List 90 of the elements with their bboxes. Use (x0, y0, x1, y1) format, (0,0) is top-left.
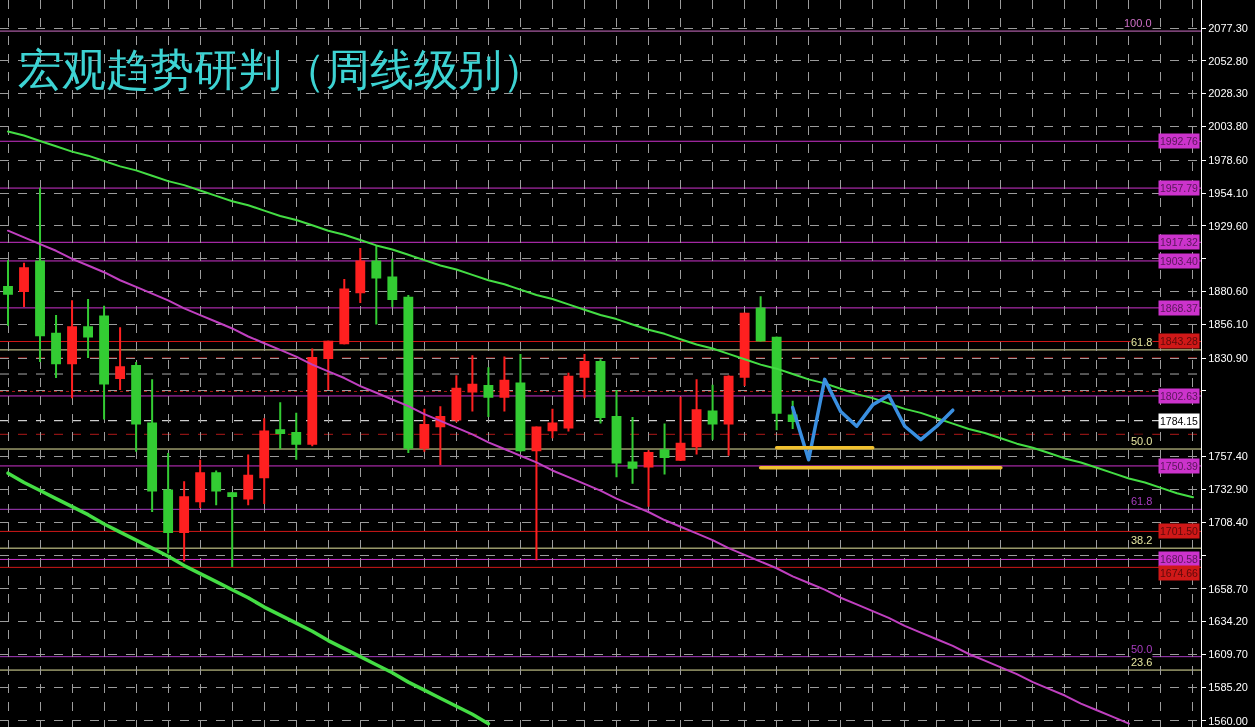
ref-line-label: 1868.37 (1160, 302, 1199, 314)
candlestick (339, 277, 350, 346)
candlestick (131, 360, 142, 453)
candlestick (195, 458, 206, 509)
annotation: 50.0 (1131, 643, 1153, 655)
candlestick (483, 366, 494, 418)
candlestick (211, 469, 222, 507)
candlestick (115, 326, 126, 392)
candlestick (771, 335, 782, 432)
candlestick (755, 295, 766, 343)
candlestick (355, 247, 366, 305)
candlestick (35, 186, 45, 363)
ref-line-label: 1917.32 (1160, 236, 1199, 248)
candlestick (515, 352, 526, 453)
y-tick-label: 2052.80 (1208, 54, 1248, 67)
candlestick (643, 449, 654, 508)
ref-line-label: 1784.15 (1160, 415, 1199, 427)
candlestick (147, 378, 158, 513)
candlestick (371, 244, 382, 326)
ref-line-label: 1750.39 (1160, 460, 1199, 472)
ref-line-label: 1903.40 (1160, 255, 1199, 267)
y-tick-label: 1757.40 (1208, 450, 1248, 463)
candlestick (99, 304, 110, 421)
candlestick (227, 492, 238, 568)
y-tick-label: 1732.90 (1208, 483, 1248, 496)
annotation: 38.2 (1131, 534, 1153, 546)
candlestick (259, 417, 270, 505)
y-tick-label: 2003.80 (1208, 120, 1248, 133)
candlestick (723, 374, 734, 457)
candlestick (627, 415, 638, 485)
y-tick-label: 1560.00 (1208, 714, 1248, 727)
annotation: 23.6 (1131, 656, 1153, 668)
y-tick-label: 1830.90 (1208, 351, 1248, 364)
y-tick-label: 1954.10 (1208, 186, 1248, 199)
ref-line-label: 1680.58 (1160, 553, 1199, 565)
candlestick (419, 407, 430, 453)
y-tick-label: 1708.40 (1208, 516, 1248, 529)
text: 宏观趋势研判（周线级别） (18, 44, 546, 96)
candlestick (739, 311, 750, 388)
candlestick (243, 453, 254, 507)
candlestick (307, 347, 318, 448)
candlestick (451, 374, 462, 424)
candlestick (531, 425, 542, 562)
y-tick-label: 1609.70 (1208, 648, 1248, 661)
candlestick (163, 452, 174, 555)
y-tick-label: 1880.60 (1208, 285, 1248, 298)
y-tick-label: 1856.10 (1208, 318, 1248, 331)
candlestick (275, 401, 286, 451)
annotation: 61.8 (1131, 336, 1153, 348)
y-tick-label: 1658.70 (1208, 582, 1248, 595)
y-tick-label: 1978.60 (1208, 154, 1248, 167)
candlestick (499, 355, 510, 413)
candlestick (3, 259, 13, 327)
candlestick (707, 383, 718, 441)
y-tick-label: 2028.30 (1208, 87, 1248, 100)
ref-line-label: 1701.50 (1160, 525, 1199, 537)
candlestick (563, 371, 574, 433)
annotation: 50.0 (1131, 435, 1153, 447)
candlestick (467, 354, 478, 413)
ref-line-label: 1802.63 (1160, 390, 1199, 402)
candlestick (67, 299, 77, 400)
annotation: 100.0 (1124, 17, 1152, 29)
ref-line-label: 1992.76 (1160, 135, 1199, 147)
y-tick-label: 2077.30 (1208, 21, 1248, 34)
candlestick (579, 352, 590, 400)
candlestick (179, 480, 190, 563)
ref-line-label: 1674.66 (1160, 567, 1199, 579)
candlestick (595, 358, 606, 425)
candlestick (547, 407, 558, 440)
candlestick (435, 405, 446, 467)
line-series (7, 229, 1130, 725)
ref-line-label: 1957.79 (1160, 182, 1199, 194)
candlestick (611, 389, 622, 479)
candlestick (19, 261, 29, 309)
candlestick (387, 257, 398, 309)
y-tick-label: 1585.20 (1208, 681, 1248, 694)
candlestick (691, 378, 702, 456)
y-tick-label: 1634.20 (1208, 615, 1248, 628)
candlestick (403, 293, 414, 455)
annotation: 61.8 (1131, 495, 1153, 507)
line-series (6, 471, 491, 726)
candlestick (323, 339, 334, 392)
candlestick (291, 411, 302, 461)
ref-line-label: 1843.28 (1160, 335, 1199, 347)
line-series (790, 377, 955, 462)
candlestick (83, 298, 93, 359)
y-tick-label: 1929.60 (1208, 219, 1248, 232)
candlestick (51, 314, 61, 380)
candlestick (659, 422, 670, 476)
candlestick (675, 395, 686, 463)
